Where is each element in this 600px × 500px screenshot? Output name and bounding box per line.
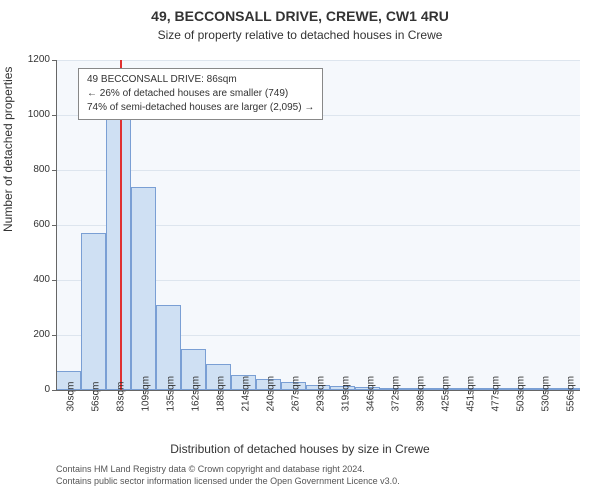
x-tick-label: 267sqm <box>291 406 302 412</box>
x-tick-label: 530sqm <box>540 406 551 412</box>
x-tick-label: 398sqm <box>415 406 426 412</box>
x-tick-label: 372sqm <box>390 406 401 412</box>
x-axis-label: Distribution of detached houses by size … <box>0 442 600 456</box>
bar <box>131 187 156 391</box>
x-tick-label: 56sqm <box>91 406 102 412</box>
x-tick-label: 83sqm <box>116 406 127 412</box>
y-tick-label: 1000 <box>18 109 50 120</box>
y-tick-label: 400 <box>18 274 50 285</box>
footer-line-2: Contains public sector information licen… <box>56 476 400 488</box>
x-tick-label: 477sqm <box>490 406 501 412</box>
annotation-line: ← 26% of detached houses are smaller (74… <box>87 87 314 101</box>
x-tick-label: 109sqm <box>141 406 152 412</box>
y-axis-line <box>56 60 57 390</box>
x-tick-label: 214sqm <box>241 406 252 412</box>
x-tick-label: 503sqm <box>515 406 526 412</box>
y-tick-label: 800 <box>18 164 50 175</box>
y-tick-label: 1200 <box>18 54 50 65</box>
annotation-line: 49 BECCONSALL DRIVE: 86sqm <box>87 73 314 87</box>
annotation-box: 49 BECCONSALL DRIVE: 86sqm← 26% of detac… <box>78 68 323 120</box>
x-axis-line <box>56 390 580 391</box>
y-tick-label: 600 <box>18 219 50 230</box>
y-tick-label: 0 <box>18 384 50 395</box>
x-tick-label: 135sqm <box>166 406 177 412</box>
annotation-line: 74% of semi-detached houses are larger (… <box>87 101 314 115</box>
x-tick-label: 293sqm <box>316 406 327 412</box>
y-tick-label: 200 <box>18 329 50 340</box>
y-axis-label: Number of detached properties <box>1 216 15 232</box>
bar <box>81 233 106 390</box>
x-tick-label: 240sqm <box>266 406 277 412</box>
x-tick-label: 556sqm <box>565 406 576 412</box>
gridline <box>56 60 580 61</box>
x-tick-label: 30sqm <box>66 406 77 412</box>
x-tick-label: 162sqm <box>191 406 202 412</box>
x-tick-label: 319sqm <box>340 406 351 412</box>
chart-title: 49, BECCONSALL DRIVE, CREWE, CW1 4RU <box>0 8 600 24</box>
x-tick-label: 188sqm <box>216 406 227 412</box>
x-tick-label: 451sqm <box>465 406 476 412</box>
chart-subtitle: Size of property relative to detached ho… <box>0 28 600 42</box>
footer-line-1: Contains HM Land Registry data © Crown c… <box>56 464 365 476</box>
gridline <box>56 170 580 171</box>
x-tick-label: 346sqm <box>365 406 376 412</box>
bar <box>106 101 131 390</box>
x-tick-label: 425sqm <box>440 406 451 412</box>
